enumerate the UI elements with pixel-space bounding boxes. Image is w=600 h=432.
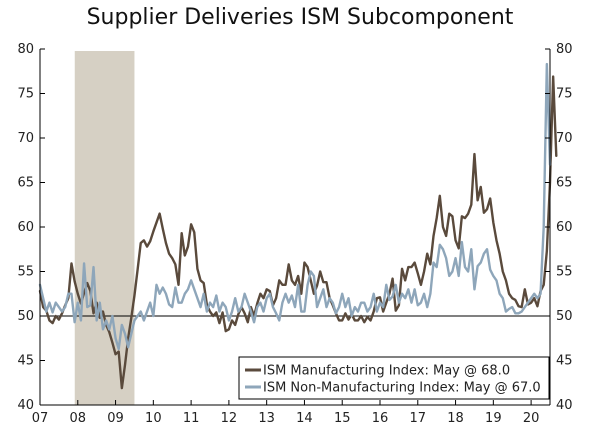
x-tick-label: 16	[372, 411, 389, 426]
x-tick-label: 19	[485, 411, 502, 426]
recession-band	[74, 51, 135, 405]
y-tick-label-right: 45	[556, 354, 573, 369]
legend: ISM Manufacturing Index: May @ 68.0 ISM N…	[238, 356, 550, 400]
x-tick-label: 07	[32, 411, 49, 426]
y-tick-label-left: 55	[17, 265, 34, 280]
x-tick-label: 09	[107, 411, 124, 426]
y-tick-label-left: 70	[17, 131, 34, 146]
y-tick-label-right: 75	[556, 87, 573, 102]
y-tick-label-right: 50	[556, 309, 573, 324]
legend-entry-label: ISM Manufacturing Index: May @ 68.0	[263, 364, 510, 379]
y-tick-label-left: 80	[17, 42, 34, 57]
x-tick-label: 17	[410, 411, 427, 426]
x-tick-label: 14	[296, 411, 313, 426]
x-tick-label: 11	[183, 411, 200, 426]
x-tick-label: 15	[334, 411, 351, 426]
x-tick-label: 13	[258, 411, 275, 426]
y-tick-label-right: 55	[556, 265, 573, 280]
y-tick-label-left: 45	[17, 354, 34, 369]
x-tick-label: 12	[221, 411, 238, 426]
chart-title: Supplier Deliveries ISM Subcomponent	[87, 5, 514, 30]
y-tick-label-left: 65	[17, 176, 34, 191]
y-tick-label-left: 50	[17, 309, 34, 324]
y-tick-label-left: 40	[17, 398, 34, 413]
y-tick-label-right: 80	[556, 42, 573, 57]
y-tick-label-right: 70	[556, 131, 573, 146]
y-tick-label-right: 60	[556, 220, 573, 235]
legend-entry-label: ISM Non-Manufacturing Index: May @ 67.0	[263, 381, 541, 396]
series-line-non-manufacturing	[38, 62, 552, 351]
y-tick-label-right: 65	[556, 176, 573, 191]
legend-box	[238, 356, 550, 400]
y-tick-label-right: 40	[556, 398, 573, 413]
x-tick-label: 10	[145, 411, 162, 426]
series-line-manufacturing	[38, 75, 558, 390]
x-tick-label: 18	[447, 411, 464, 426]
x-tick-label: 20	[523, 411, 540, 426]
y-tick-label-left: 75	[17, 87, 34, 102]
y-tick-label-left: 60	[17, 220, 34, 235]
x-tick-label: 08	[70, 411, 87, 426]
axes-layer: 40 40 45 45 50 50 55 55 60 60 65 65 70 70 75 75 80 80 07 08…	[17, 42, 572, 426]
recession-band-layer	[74, 51, 135, 405]
series-layer	[38, 62, 558, 390]
